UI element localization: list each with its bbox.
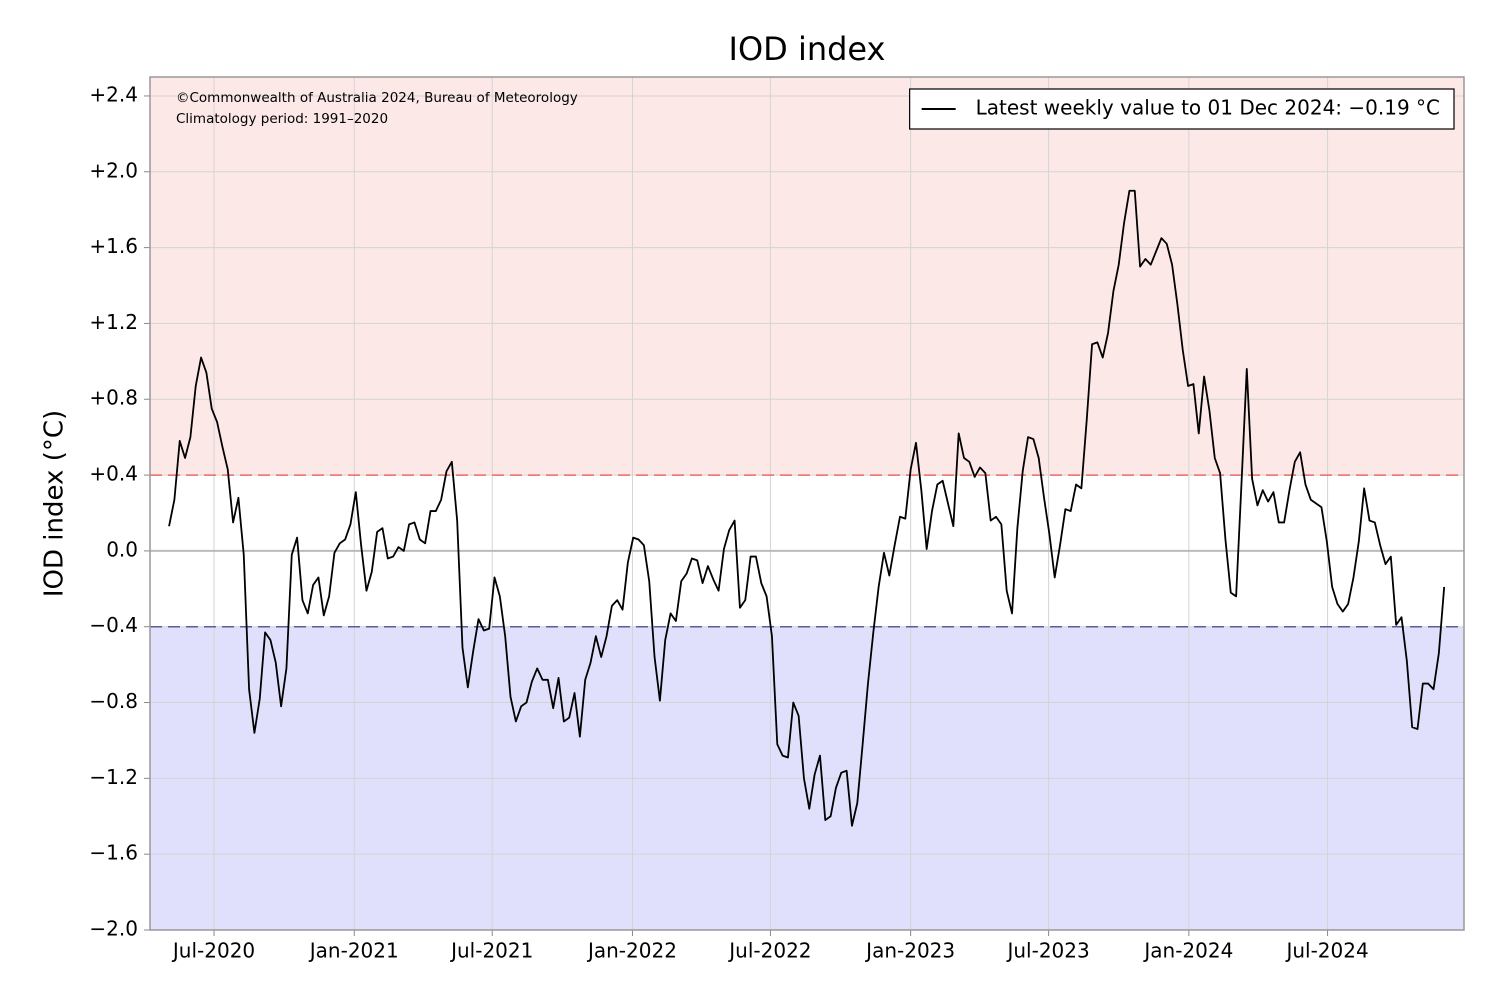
y-tick-label: −1.2 [89,765,138,789]
data-line [168,189,1446,827]
y-tick-label: +0.4 [89,462,138,486]
x-tick-label: Jul-2022 [727,939,811,963]
x-tick-label: Jan-2021 [308,939,399,963]
annotation: Climatology period: 1991–2020 [176,111,388,127]
legend-box [909,88,1455,130]
x-tick-label: Jul-2024 [1284,939,1368,963]
legend-label: Latest weekly value to 01 Dec 2024: −0.1… [976,96,1440,120]
x-tick-label: Jul-2023 [1005,939,1089,963]
y-tick-label: +1.2 [89,310,138,334]
y-tick-label: +0.8 [89,386,138,410]
y-tick-label: +2.4 [89,82,138,106]
y-tick-label: 0.0 [106,537,138,561]
x-tick-label: Jul-2020 [171,939,255,963]
threshold-band [150,77,1464,476]
y-tick-label: −1.6 [89,841,138,865]
x-tick-label: Jan-2024 [1142,939,1233,963]
chart-title: IOD index [729,30,886,68]
annotation: ©Commonwealth of Australia 2024, Bureau … [176,90,578,106]
y-tick-label: +2.0 [89,158,138,182]
x-tick-label: Jan-2023 [864,939,955,963]
x-tick-label: Jan-2022 [586,939,677,963]
y-tick-label: −2.0 [89,917,138,941]
y-tick-label: −0.4 [89,613,138,637]
y-tick-label: −0.8 [89,689,138,713]
y-tick-label: +1.6 [89,234,138,258]
x-tick-label: Jul-2021 [449,939,533,963]
legend: Latest weekly value to 01 Dec 2024: −0.1… [909,88,1455,130]
plot-frame [149,76,1465,931]
y-axis-label: IOD index (°C) [40,410,70,597]
